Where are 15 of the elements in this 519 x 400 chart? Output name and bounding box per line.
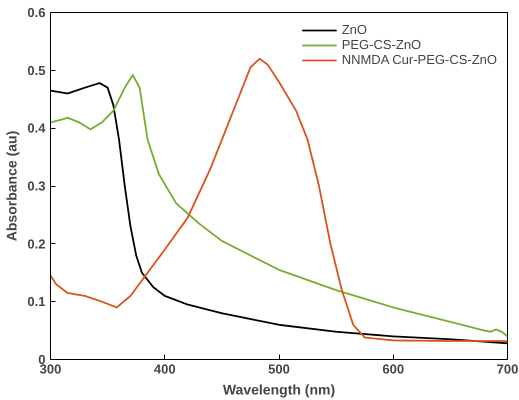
- x-tick-label: 700: [496, 362, 518, 376]
- legend-label: ZnO: [342, 22, 367, 37]
- y-axis-title: Absorbance (au): [3, 130, 20, 242]
- x-axis-title: Wavelength (nm): [222, 382, 336, 398]
- y-tick-label: 0.5: [27, 62, 46, 78]
- x-tick-label: 500: [268, 362, 290, 376]
- x-tick-label: 600: [382, 362, 404, 376]
- y-tick-label: 0.4: [27, 120, 46, 136]
- y-tick-label: 0.6: [27, 5, 46, 20]
- legend-label: PEG-CS-ZnO: [342, 37, 422, 52]
- legend-label: NNMDA Cur-PEG-CS-ZnO: [342, 52, 497, 67]
- y-tick-label: 0.1: [27, 294, 46, 310]
- y-tick-label: 0.3: [27, 178, 46, 194]
- y-tick-label: 0.2: [27, 236, 46, 252]
- x-tick-label: 400: [154, 362, 176, 376]
